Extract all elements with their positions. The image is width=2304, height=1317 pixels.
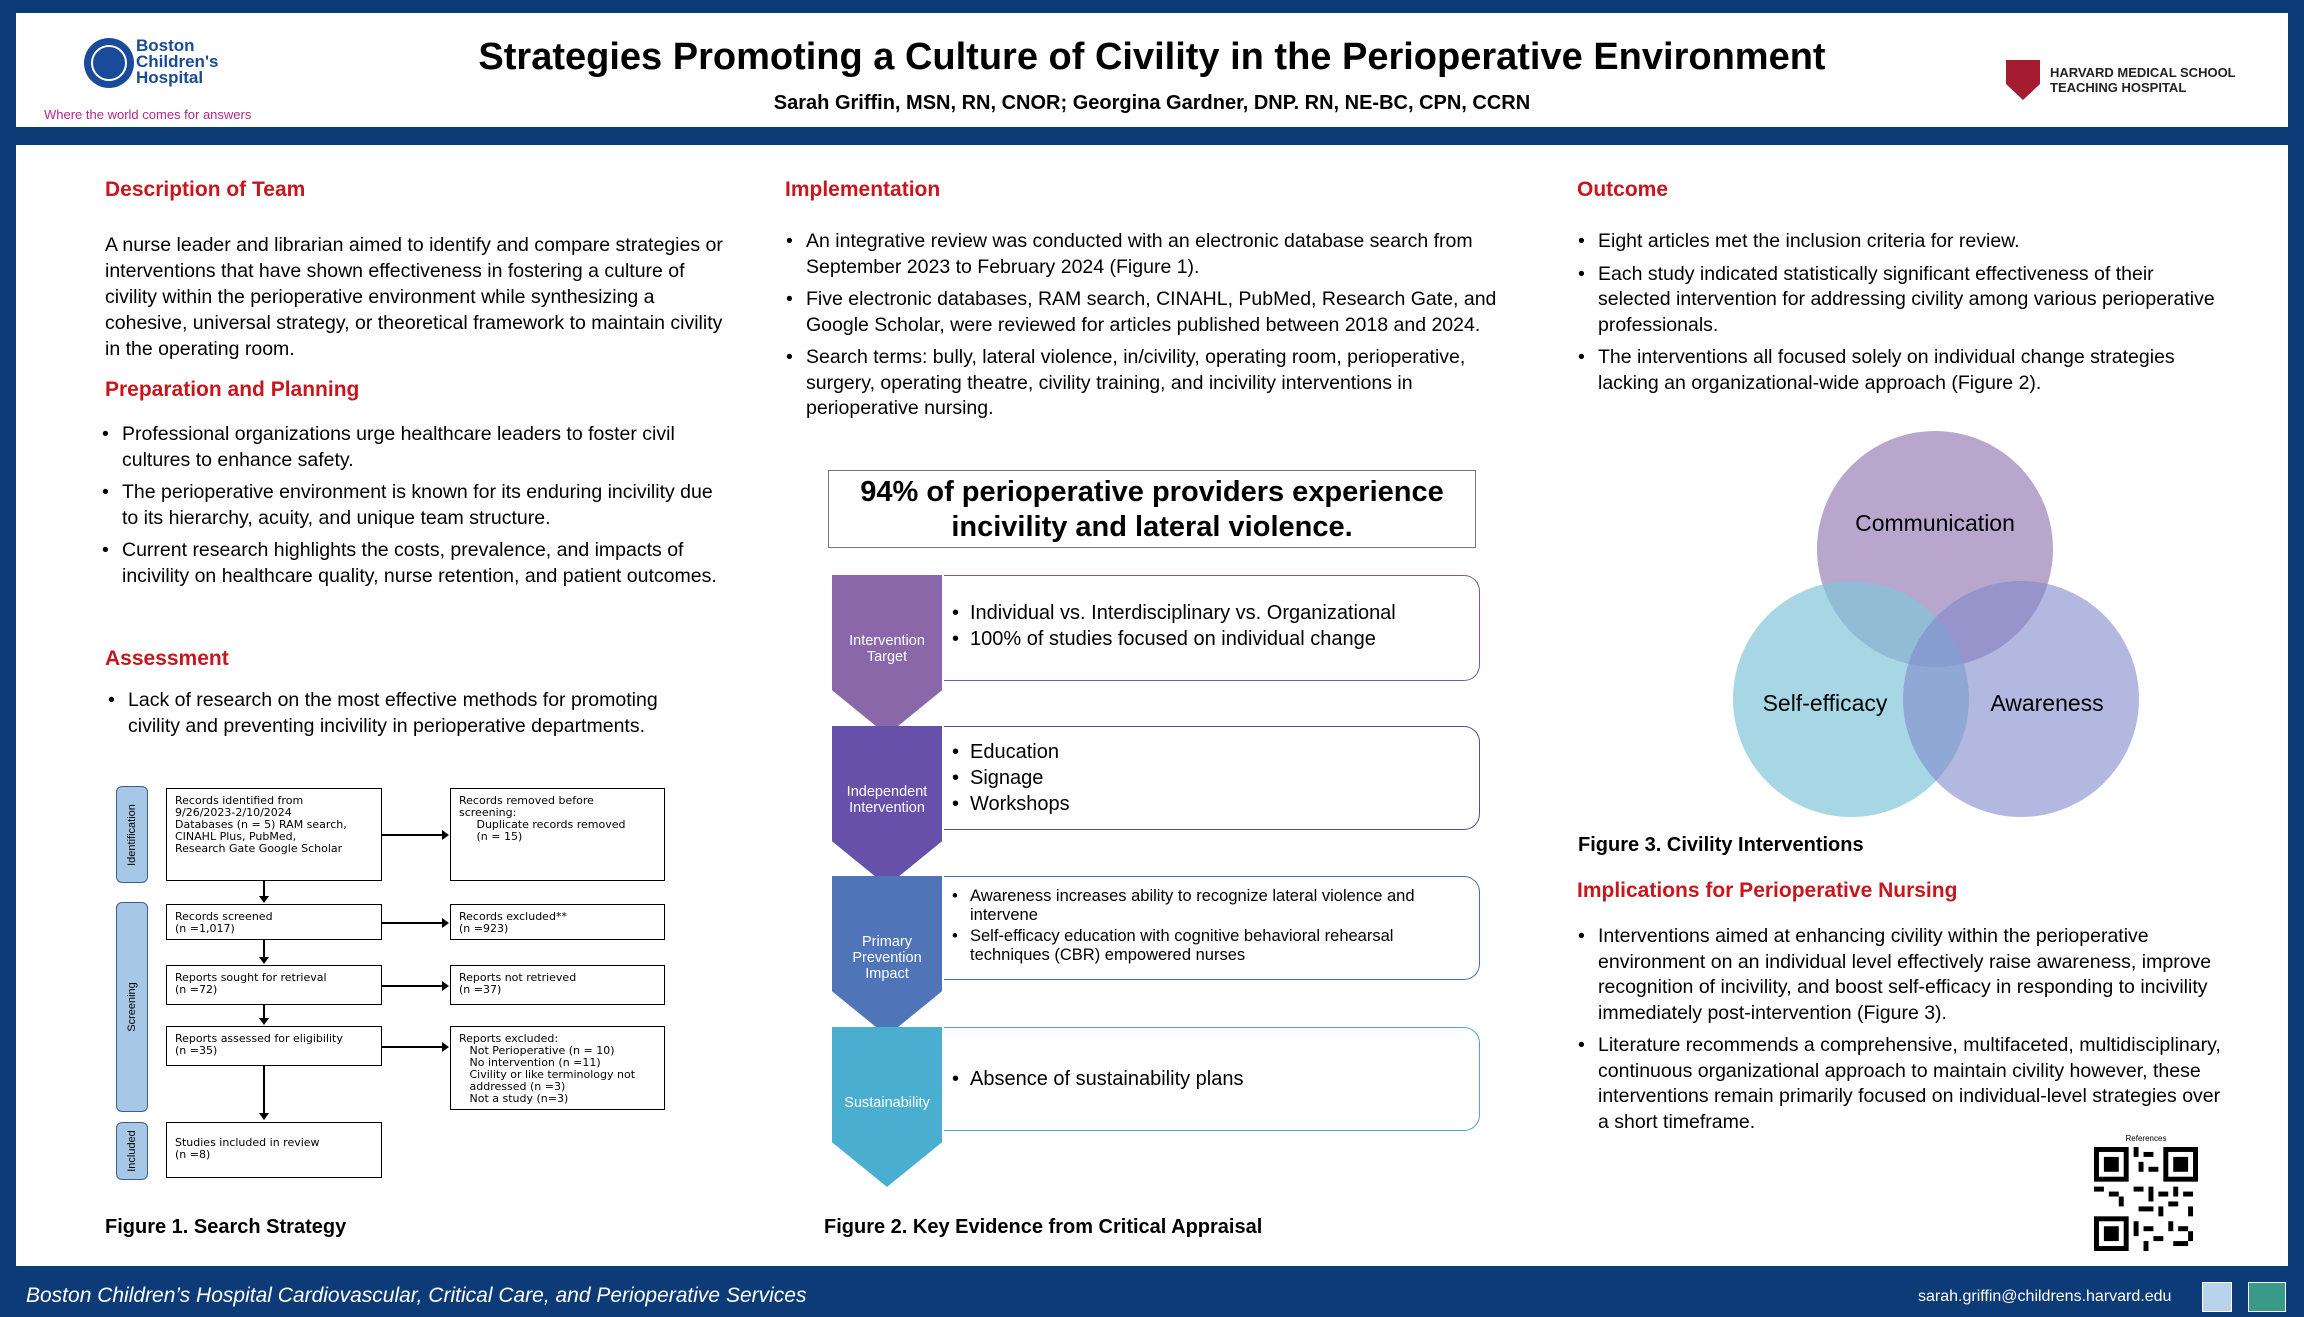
list-item: Current research highlights the costs, p… bbox=[100, 538, 730, 589]
reports-assessed-box: Reports assessed for eligibility (n =35) bbox=[166, 1026, 382, 1066]
records-screened-box: Records screened (n =1,017) bbox=[166, 904, 382, 940]
qr-code-icon bbox=[2094, 1147, 2198, 1251]
flow-arrow bbox=[382, 918, 449, 928]
hms-logo-name: HARVARD MEDICAL SCHOOL TEACHING HOSPITAL bbox=[2050, 65, 2236, 95]
list-item: 100% of studies focused on individual ch… bbox=[952, 626, 1396, 652]
venn-label-awareness: Awareness bbox=[1990, 690, 2104, 716]
venn-circle-awareness bbox=[1903, 581, 2139, 817]
records-removed-box: Records removed before screening: Duplic… bbox=[450, 788, 665, 881]
stage-identification: Identification bbox=[116, 786, 148, 883]
outcome-list: Eight articles met the inclusion criteri… bbox=[1576, 229, 2226, 403]
implications-heading: Implications for Perioperative Nursing bbox=[1577, 879, 1958, 902]
list-item: Self-efficacy education with cognitive b… bbox=[952, 927, 1452, 965]
preparation-heading: Preparation and Planning bbox=[105, 378, 360, 401]
list-item: Eight articles met the inclusion criteri… bbox=[1576, 229, 2226, 255]
evidence-box-2: Education Signage Workshops bbox=[944, 726, 1480, 830]
references-label: References bbox=[2125, 1134, 2167, 1143]
list-item: Professional organizations urge healthca… bbox=[100, 422, 730, 473]
bch-tagline: Where the world comes for answers bbox=[44, 107, 252, 122]
list-item: Interventions aimed at enhancing civilit… bbox=[1576, 924, 2226, 1026]
references-qr-code[interactable] bbox=[2094, 1147, 2198, 1251]
implementation-list: An integrative review was conducted with… bbox=[784, 229, 1504, 429]
evidence-box-3: Awareness increases ability to recognize… bbox=[944, 876, 1480, 980]
figure2-caption: Figure 2. Key Evidence from Critical App… bbox=[824, 1216, 1263, 1238]
bch-seal-icon bbox=[84, 38, 134, 88]
reports-sought-box: Reports sought for retrieval (n =72) bbox=[166, 965, 382, 1005]
preparation-list: Professional organizations urge healthca… bbox=[100, 422, 730, 596]
bch-logo-name: Boston Children's Hospital bbox=[136, 36, 219, 87]
flow-arrow bbox=[382, 981, 449, 991]
venn-label-communication: Communication bbox=[1855, 510, 2015, 536]
footer-logo-icon bbox=[2248, 1282, 2286, 1312]
figure3-caption: Figure 3. Civility Interventions bbox=[1578, 834, 1864, 856]
evidence-box-1: Individual vs. Interdisciplinary vs. Org… bbox=[944, 575, 1480, 681]
list-item: Education bbox=[952, 739, 1070, 765]
records-excluded-box: Records excluded** (n =923) bbox=[450, 904, 665, 940]
list-item: Five electronic databases, RAM search, C… bbox=[784, 287, 1504, 338]
implementation-heading: Implementation bbox=[785, 178, 941, 201]
reports-not-retrieved-box: Reports not retrieved (n =37) bbox=[450, 965, 665, 1005]
figure1-caption: Figure 1. Search Strategy bbox=[105, 1216, 347, 1238]
statistic-callout: 94% of perioperative providers experienc… bbox=[828, 470, 1476, 548]
implications-list: Interventions aimed at enhancing civilit… bbox=[1576, 924, 2226, 1142]
flow-arrow bbox=[382, 830, 449, 840]
description-text: A nurse leader and librarian aimed to id… bbox=[105, 234, 723, 360]
stage-screening: Screening bbox=[116, 902, 148, 1112]
header-divider-band bbox=[16, 127, 2288, 145]
list-item: Absence of sustainability plans bbox=[952, 1066, 1244, 1092]
flow-arrow bbox=[259, 1005, 269, 1025]
description-heading: Description of Team bbox=[105, 178, 306, 201]
records-identified-box: Records identified from 9/26/2023-2/10/2… bbox=[166, 788, 382, 881]
list-item: Individual vs. Interdisciplinary vs. Org… bbox=[952, 600, 1396, 626]
stage-included: Included bbox=[116, 1122, 148, 1180]
flow-arrow bbox=[259, 1066, 269, 1120]
assessment-list: Lack of research on the most effective m… bbox=[106, 688, 706, 746]
list-item: Search terms: bully, lateral violence, i… bbox=[784, 345, 1504, 422]
flow-arrow bbox=[259, 940, 269, 964]
list-item: Awareness increases ability to recognize… bbox=[952, 887, 1452, 925]
list-item: Literature recommends a comprehensive, m… bbox=[1576, 1033, 2226, 1135]
list-item: The interventions all focused solely on … bbox=[1576, 345, 2226, 396]
venn-label-self-efficacy: Self-efficacy bbox=[1762, 690, 1888, 716]
evidence-box-4: Absence of sustainability plans bbox=[944, 1027, 1480, 1131]
poster-authors: Sarah Griffin, MSN, RN, CNOR; Georgina G… bbox=[773, 92, 1531, 114]
list-item: Lack of research on the most effective m… bbox=[106, 688, 706, 739]
flow-arrow bbox=[382, 1042, 449, 1052]
flow-arrow bbox=[259, 881, 269, 903]
list-item: The perioperative environment is known f… bbox=[100, 480, 730, 531]
list-item: Signage bbox=[952, 765, 1070, 791]
list-item: Each study indicated statistically signi… bbox=[1576, 262, 2226, 339]
outcome-heading: Outcome bbox=[1577, 178, 1669, 201]
footer-logo-icon bbox=[2202, 1282, 2232, 1312]
footer-department: Boston Children’s Hospital Cardiovascula… bbox=[26, 1284, 807, 1307]
assessment-heading: Assessment bbox=[105, 647, 229, 670]
footer-email[interactable]: sarah.griffin@childrens.harvard.edu bbox=[1918, 1288, 2172, 1305]
reports-excluded-box: Reports excluded: Not Perioperative (n =… bbox=[450, 1026, 665, 1110]
list-item: An integrative review was conducted with… bbox=[784, 229, 1504, 280]
studies-included-box: Studies included in review (n =8) bbox=[166, 1122, 382, 1178]
list-item: Workshops bbox=[952, 791, 1070, 817]
poster-title: Strategies Promoting a Culture of Civili… bbox=[478, 36, 1826, 78]
